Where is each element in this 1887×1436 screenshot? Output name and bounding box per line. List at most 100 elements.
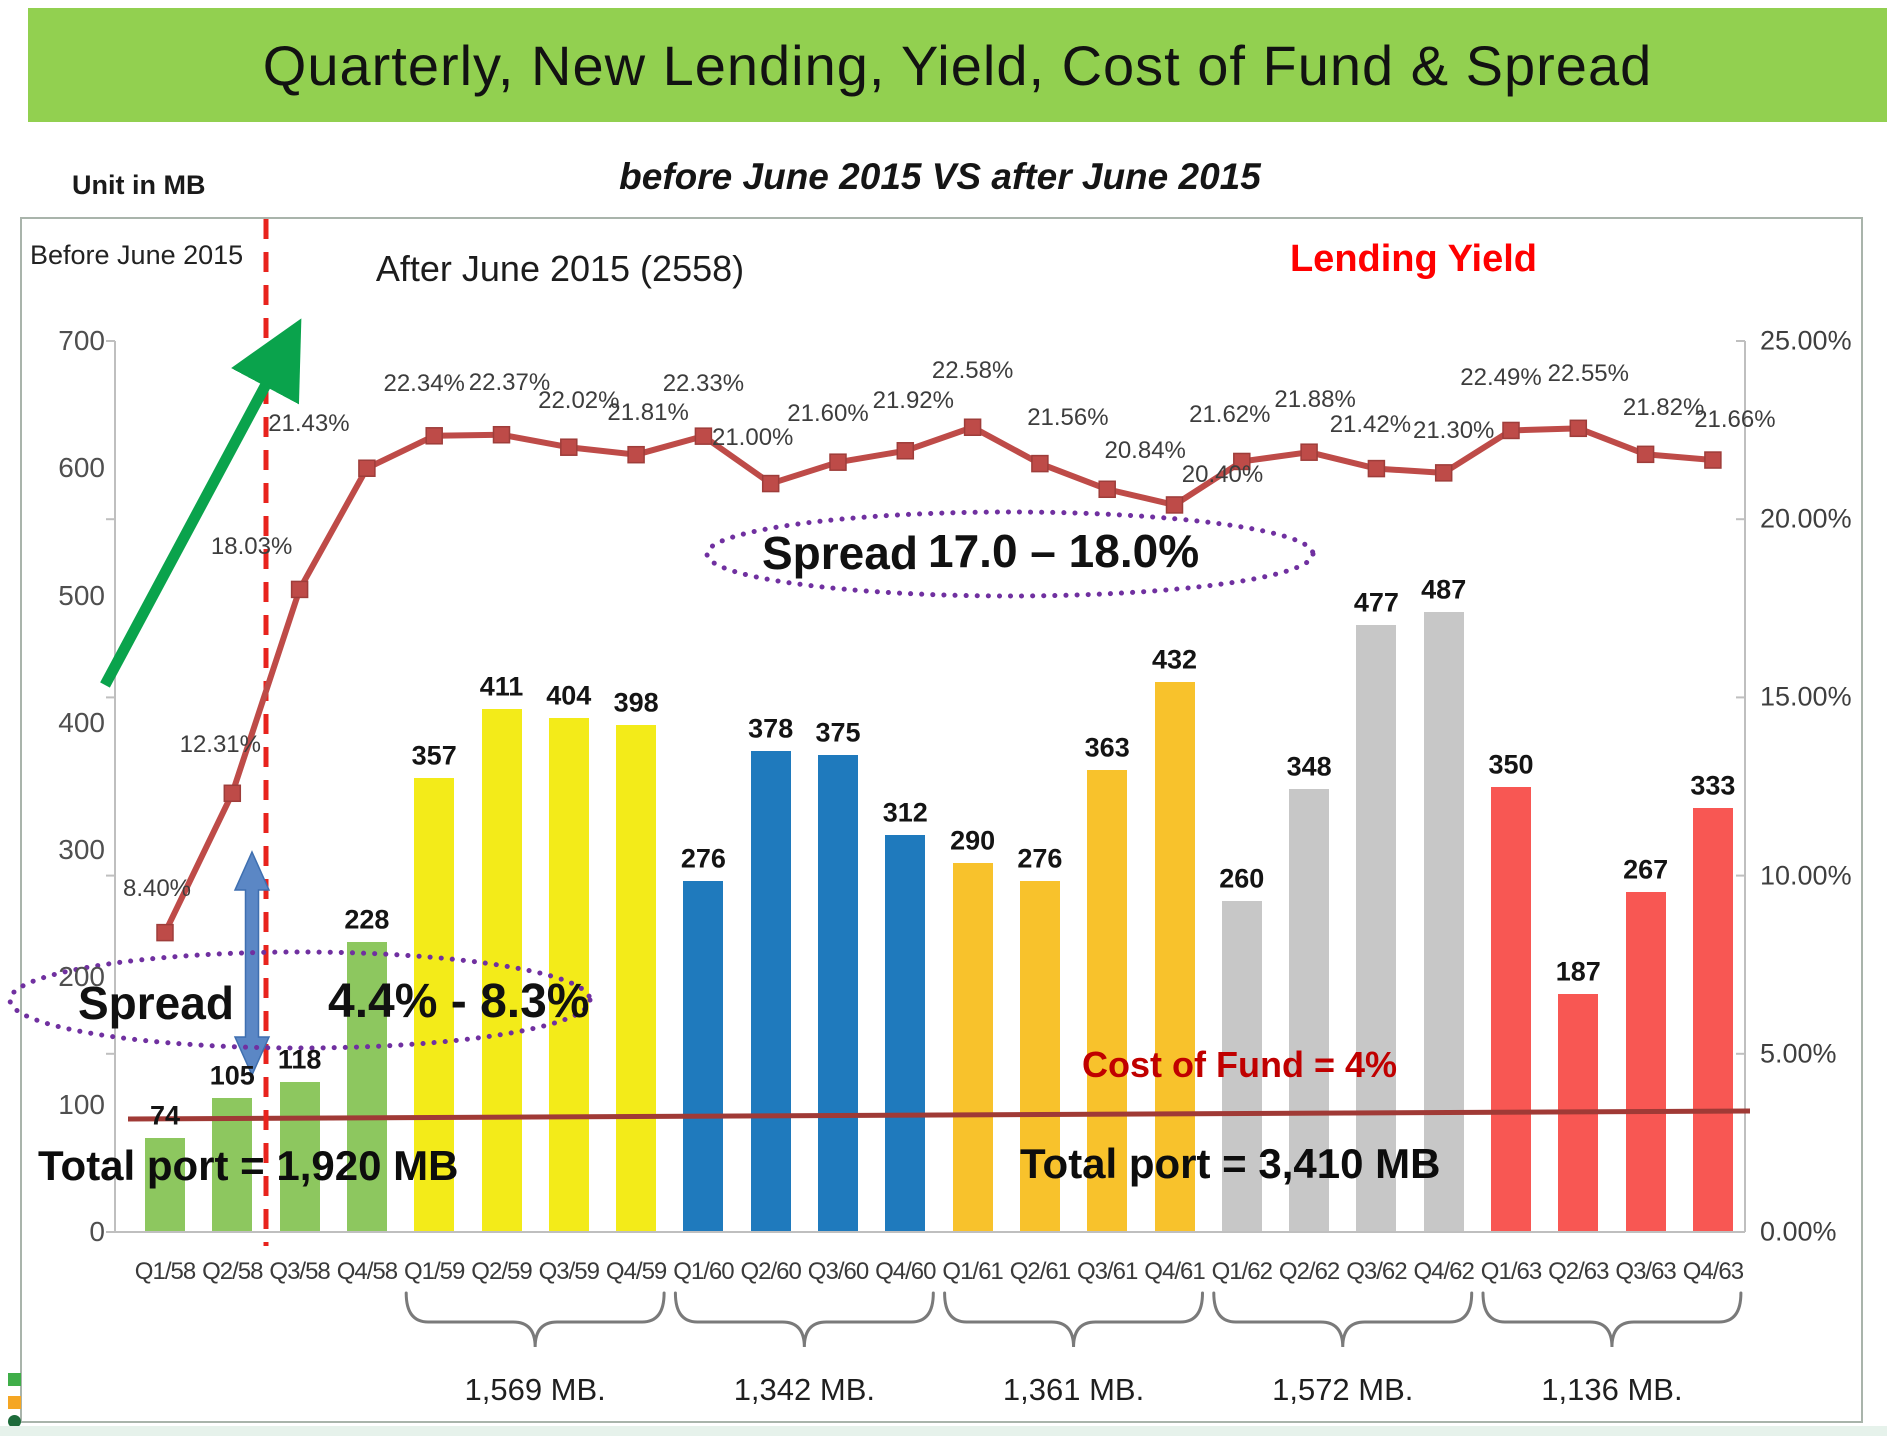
- yield-point-label: 22.02%: [538, 387, 620, 415]
- bar-value-label: 187: [1555, 956, 1601, 987]
- corner-bullet-darkgreen: [8, 1415, 21, 1428]
- bar-Q3/60: [818, 754, 858, 1232]
- right-axis-tick: 0.00%: [1760, 1216, 1837, 1247]
- bar-value-label: 487: [1421, 574, 1467, 605]
- left-axis-tick: 300: [58, 834, 105, 866]
- bar-Q1/58: [145, 1137, 185, 1232]
- bar-value-label: 348: [1286, 751, 1332, 782]
- x-axis-label: Q1/60: [673, 1258, 734, 1285]
- x-axis-label: Q1/61: [942, 1258, 1003, 1285]
- bar-Q2/60: [750, 750, 791, 1232]
- after-period-label: After June 2015 (2558): [375, 248, 745, 289]
- x-axis-label: Q1/63: [1480, 1258, 1542, 1285]
- page-title: Quarterly, New Lending, Yield, Cost of F…: [262, 33, 1653, 97]
- bar-value-label: 333: [1690, 770, 1736, 801]
- bar-Q2/61: [1019, 880, 1060, 1232]
- bar-value-label: 276: [680, 843, 726, 874]
- x-axis-label: Q4/62: [1413, 1258, 1474, 1285]
- x-axis-label: Q4/61: [1144, 1258, 1205, 1285]
- yield-point-label: 12.31%: [179, 731, 261, 759]
- x-axis-label: Q3/62: [1346, 1258, 1407, 1285]
- group-total-label: 1,136 MB.: [1541, 1372, 1683, 1407]
- x-axis-label: Q3/58: [269, 1258, 330, 1285]
- right-axis-tick: 20.00%: [1760, 503, 1852, 534]
- group-total-label: 1,569 MB.: [464, 1372, 606, 1407]
- total-port-after-label: Total port = 3,410 MB: [1020, 1140, 1441, 1187]
- yield-point-label: 21.88%: [1274, 386, 1356, 414]
- spread-annotation-after-value: 17.0 – 18.0%: [928, 525, 1200, 577]
- bar-value-label: 357: [411, 740, 457, 771]
- title-bar: Quarterly, New Lending, Yield, Cost of F…: [28, 8, 1887, 122]
- total-port-before-label: Total port = 1,920 MB: [38, 1142, 459, 1189]
- bar-Q2/63: [1558, 993, 1599, 1232]
- group-total-label: 1,572 MB.: [1272, 1372, 1414, 1407]
- bar-value-label: 432: [1151, 644, 1198, 675]
- bar-value-label: 363: [1084, 732, 1130, 763]
- bar-value-label: 477: [1353, 587, 1399, 618]
- spread-annotation-after-title: Spread: [762, 527, 918, 579]
- lending-yield-legend: Lending Yield: [1289, 238, 1537, 280]
- x-axis-label: Q4/60: [875, 1258, 936, 1285]
- cost-of-fund-label: Cost of Fund = 4%: [1082, 1044, 1397, 1085]
- x-axis-label: Q3/60: [807, 1258, 869, 1285]
- bar-value-label: 118: [277, 1044, 322, 1075]
- left-axis-tick: 200: [58, 961, 105, 993]
- left-axis-tick: 100: [58, 1088, 105, 1120]
- corner-bullet-green: [8, 1373, 21, 1386]
- unit-label: Unit in MB: [72, 170, 206, 200]
- left-axis-tick: 700: [58, 325, 105, 356]
- yield-point-label: 20.40%: [1181, 460, 1264, 488]
- yield-point-label: 22.37%: [468, 368, 551, 396]
- before-period-label: Before June 2015: [30, 240, 244, 270]
- corner-bullet-orange: [8, 1396, 21, 1409]
- bar-value-label: 312: [882, 797, 928, 828]
- left-axis-tick: 600: [58, 452, 105, 484]
- x-axis-label: Q1/58: [134, 1258, 196, 1285]
- x-axis-label: Q3/59: [538, 1258, 600, 1285]
- bar-Q2/59: [481, 708, 522, 1232]
- bar-value-label: 105: [209, 1060, 255, 1091]
- bar-value-label: 290: [950, 825, 996, 856]
- spread-annotation-before-title: Spread: [78, 977, 234, 1029]
- x-axis-label: Q2/59: [471, 1258, 532, 1285]
- right-axis-tick: 15.00%: [1760, 681, 1852, 712]
- x-axis-label: Q1/59: [403, 1258, 465, 1285]
- yield-point-label: 18.03%: [210, 533, 293, 561]
- yield-point-label: 8.40%: [122, 874, 192, 902]
- yield-point-label: 21.42%: [1329, 410, 1412, 438]
- bar-Q4/59: [616, 725, 657, 1232]
- right-axis-tick: 5.00%: [1760, 1038, 1837, 1069]
- yield-point-label: 21.30%: [1412, 416, 1495, 444]
- x-axis-label: Q4/59: [605, 1258, 667, 1285]
- bar-value-label: 378: [748, 713, 794, 744]
- right-axis-tick: 10.00%: [1760, 860, 1852, 891]
- bar-value-label: 350: [1488, 749, 1534, 779]
- spread-annotation-before-value: 4.4% - 8.3%: [328, 975, 590, 1028]
- bottom-edge-strip: [0, 1426, 1887, 1436]
- x-axis-label: Q4/63: [1682, 1258, 1744, 1285]
- yield-point-label: 21.60%: [787, 400, 869, 428]
- yield-point-label: 21.81%: [607, 398, 689, 426]
- yield-point-label: 21.62%: [1189, 401, 1271, 429]
- yield-point-label: 22.33%: [662, 370, 745, 398]
- bar-value-label: 276: [1017, 843, 1063, 874]
- x-axis-label: Q2/63: [1548, 1258, 1609, 1285]
- bar-value-label: 228: [344, 904, 390, 935]
- yield-point-label: 22.49%: [1460, 364, 1542, 392]
- x-axis-label: Q1/62: [1211, 1258, 1273, 1285]
- bar-value-label: 267: [1623, 854, 1669, 885]
- bar-value-label: 375: [815, 717, 861, 748]
- x-axis-label: Q3/63: [1615, 1258, 1676, 1285]
- bar-Q1/62: [1221, 901, 1262, 1232]
- bar-value-label: 74: [149, 1100, 181, 1131]
- x-axis-label: Q2/62: [1278, 1258, 1340, 1285]
- group-total-label: 1,361 MB.: [1002, 1372, 1145, 1407]
- subtitle: before June 2015 VS after June 2015: [619, 156, 1261, 197]
- bar-Q4/63: [1692, 808, 1733, 1232]
- bar-Q3/58: [279, 1081, 320, 1232]
- yield-point-label: 20.84%: [1104, 437, 1186, 465]
- x-axis-label: Q2/61: [1009, 1258, 1071, 1285]
- x-axis-label: Q4/58: [336, 1258, 398, 1285]
- yield-point-label: 21.43%: [268, 410, 350, 438]
